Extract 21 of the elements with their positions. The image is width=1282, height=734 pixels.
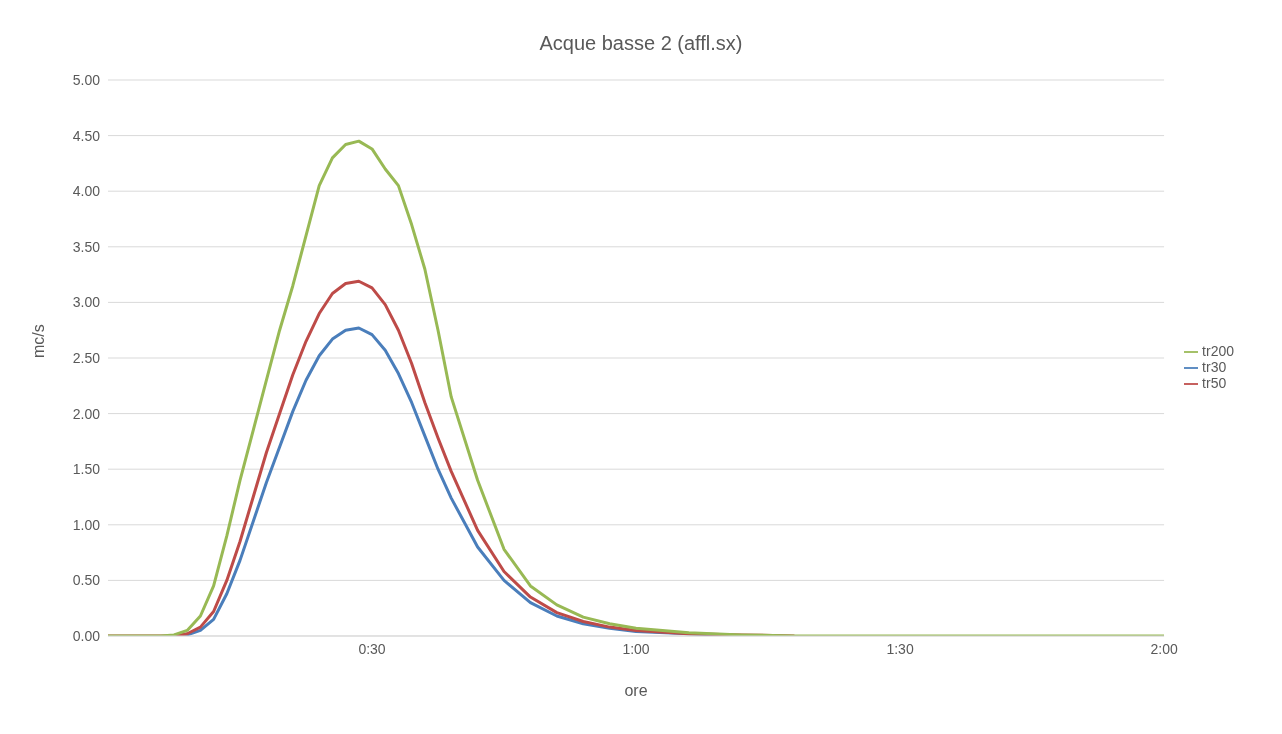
y-tick-label: 1.00 bbox=[72, 516, 101, 533]
legend-label: tr200 bbox=[1202, 342, 1234, 359]
y-tick-label: 2.50 bbox=[72, 349, 101, 366]
legend-label: tr30 bbox=[1202, 358, 1227, 375]
y-axis-title: mc/s bbox=[29, 324, 47, 358]
y-tick-label: 2.00 bbox=[72, 405, 101, 422]
y-tick-label: 0.00 bbox=[72, 627, 101, 644]
x-tick-label: 1:30 bbox=[886, 640, 914, 657]
x-tick-label: 1:00 bbox=[622, 640, 650, 657]
x-tick-label: 2:00 bbox=[1150, 640, 1178, 657]
y-tick-label: 1.50 bbox=[72, 461, 101, 478]
y-tick-label: 3.00 bbox=[72, 294, 101, 311]
legend-label: tr50 bbox=[1202, 375, 1227, 392]
x-axis-title: ore bbox=[624, 682, 648, 699]
y-tick-label: 4.50 bbox=[72, 127, 101, 144]
y-tick-label: 3.50 bbox=[72, 238, 101, 255]
chart-title: Acque basse 2 (affl.sx) bbox=[538, 32, 744, 55]
y-tick-label: 0.50 bbox=[72, 572, 101, 589]
y-tick-label: 5.00 bbox=[72, 71, 101, 88]
y-tick-label: 4.00 bbox=[72, 183, 101, 200]
x-tick-label: 0:30 bbox=[358, 640, 386, 657]
